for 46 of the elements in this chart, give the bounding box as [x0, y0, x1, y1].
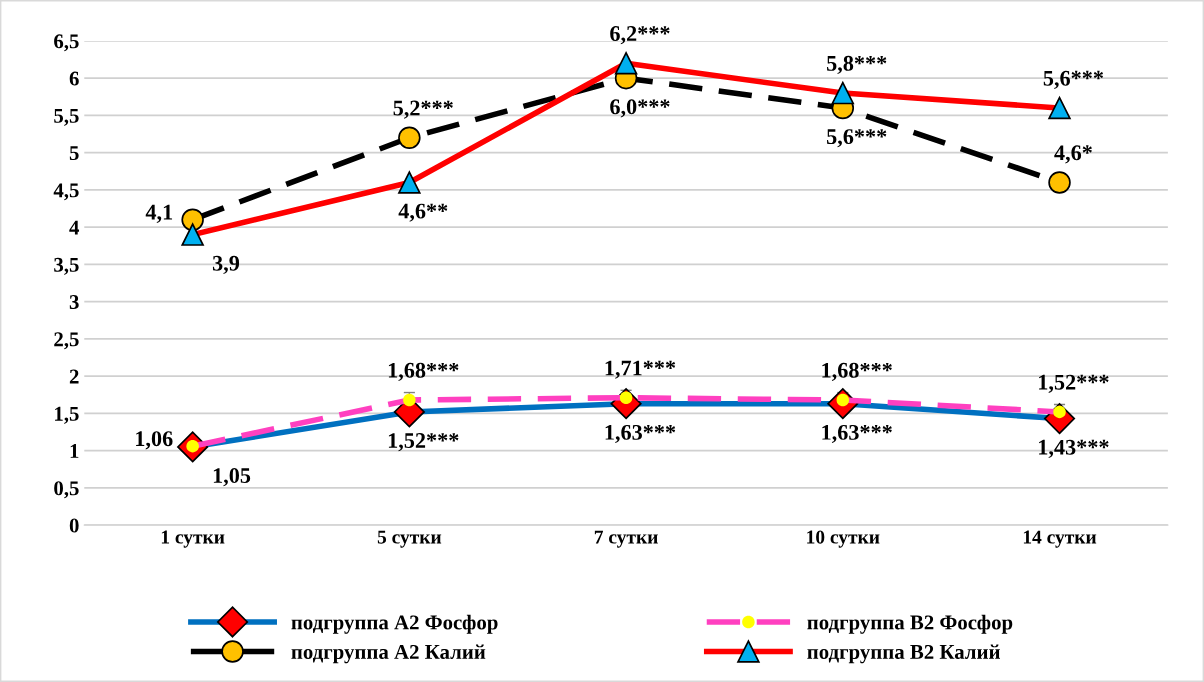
x-tick-label: 7 сутки	[594, 530, 658, 548]
y-tick-label: 6	[69, 71, 79, 86]
legend-label: подгруппа В2 Калий	[807, 644, 1000, 664]
data-label: 1,71***	[605, 360, 676, 379]
x-tick-label: 14 сутки	[1023, 530, 1097, 548]
data-label: 5,2***	[393, 100, 453, 119]
y-tick-label: 2,5	[54, 332, 79, 350]
data-label: 4,6**	[398, 203, 448, 222]
y-tick-label: 1	[70, 444, 79, 458]
data-label: 1,68***	[822, 362, 892, 381]
data-label: 6,2***	[610, 26, 670, 45]
data-label: 1,52***	[1039, 374, 1109, 393]
y-tick-label: 0,5	[54, 481, 79, 499]
x-tick-label: 1 сутки	[161, 530, 225, 548]
y-tick-label: 2	[69, 369, 79, 384]
legend-label: подгруппа А2 Калий	[291, 644, 486, 664]
data-label: 1,68***	[388, 362, 459, 381]
data-label: 1,43***	[1039, 439, 1109, 458]
data-label: 1,63***	[605, 424, 676, 444]
y-tick-label: 3	[69, 295, 79, 310]
y-tick-label: 3,5	[54, 257, 79, 275]
data-label: 1,63***	[822, 424, 892, 444]
point	[398, 126, 421, 150]
data-label: 5,8***	[827, 55, 887, 75]
y-tick-label: 5,5	[54, 109, 79, 126]
data-label: 5,6***	[1043, 70, 1104, 89]
data-label: 4,1	[145, 204, 173, 223]
x-tick-label: 10 сутки	[807, 530, 880, 548]
data-label: 1,52***	[388, 433, 459, 452]
y-tick-label: 4,5	[53, 183, 79, 201]
data-label: 6,0***	[610, 99, 670, 118]
data-label: 3,9	[212, 255, 240, 274]
y-tick-label: 0	[69, 518, 79, 533]
data-label: 5,6***	[827, 129, 887, 148]
data-label: 1,05	[213, 468, 251, 487]
legend-label: подгруппа А2 Фосфор	[291, 614, 498, 634]
y-tick-label: 5	[69, 146, 79, 161]
y-tick-label: 6,5	[54, 34, 79, 52]
x-tick-label: 5 сутки	[377, 530, 442, 548]
point	[181, 208, 204, 231]
y-tick-label: 4	[69, 220, 80, 235]
point	[1048, 171, 1071, 194]
legend-label: подгруппа В2 Фосфор	[807, 614, 1013, 634]
data-label: 4,6*	[1054, 145, 1092, 164]
data-label: 1,06	[136, 431, 173, 450]
y-tick-label: 1,5	[55, 406, 79, 424]
